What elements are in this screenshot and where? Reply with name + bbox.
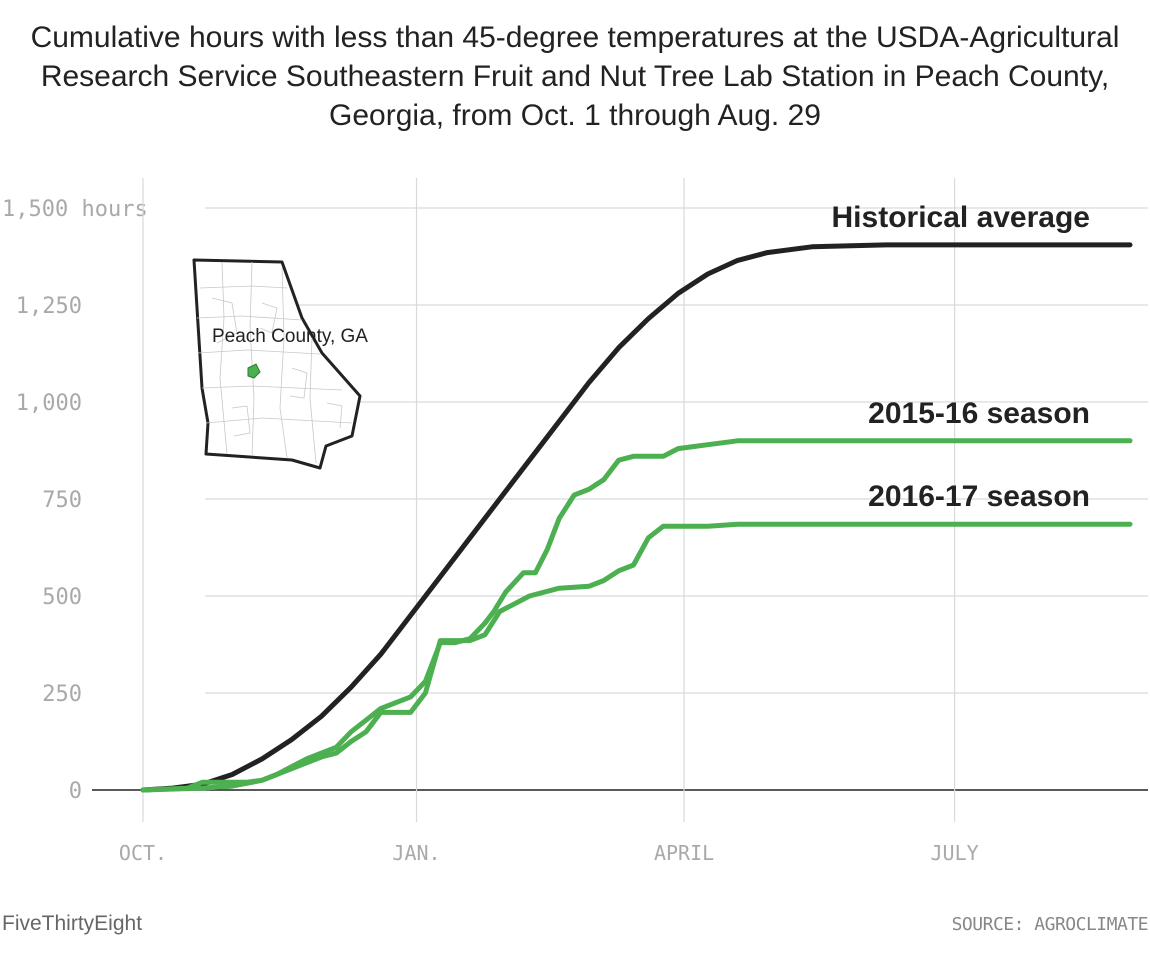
georgia-outline <box>192 258 362 470</box>
chart-title: Cumulative hours with less than 45-degre… <box>30 21 1120 132</box>
series-labels: Historical average 2015-16 season 2016-17 … <box>832 201 1090 513</box>
grid: 0 250 500 750 1,000 1,250 1,500 hours OCT. JAN. A… <box>2 178 1148 865</box>
series-label: 2015-16 season <box>868 397 1090 430</box>
brand-logo: FiveThirtyEight <box>2 912 143 935</box>
y-tick-label: 1,250 <box>16 294 82 319</box>
series-line-2016-17-season <box>140 521 1133 793</box>
x-tick-label: APRIL <box>654 841 714 865</box>
y-tick-label: 250 <box>42 682 82 707</box>
x-tick-label: OCT. <box>119 841 167 865</box>
county-lines <box>196 261 353 464</box>
y-tick-label: 500 <box>42 585 82 610</box>
series-line-2015-16-season <box>140 438 1133 793</box>
series-lines <box>140 242 1133 793</box>
series-label: Historical average <box>832 201 1090 234</box>
peach-county-marker <box>247 363 261 379</box>
georgia-map: Peach County, GA <box>192 258 368 470</box>
y-tick-label: 1,000 <box>16 391 82 416</box>
y-tick-label: 750 <box>42 488 82 513</box>
x-tick-label: JAN. <box>392 841 440 865</box>
y-tick-label: 0 <box>69 779 82 804</box>
series-line-historical-average <box>140 242 1133 793</box>
series-label: 2016-17 season <box>868 480 1090 513</box>
x-tick-label: JULY <box>931 841 979 865</box>
y-tick-label: 1,500 hours <box>2 197 148 222</box>
source-note: SOURCE: AGROCLIMATE <box>951 914 1149 935</box>
map-label: Peach County, GA <box>212 326 368 347</box>
